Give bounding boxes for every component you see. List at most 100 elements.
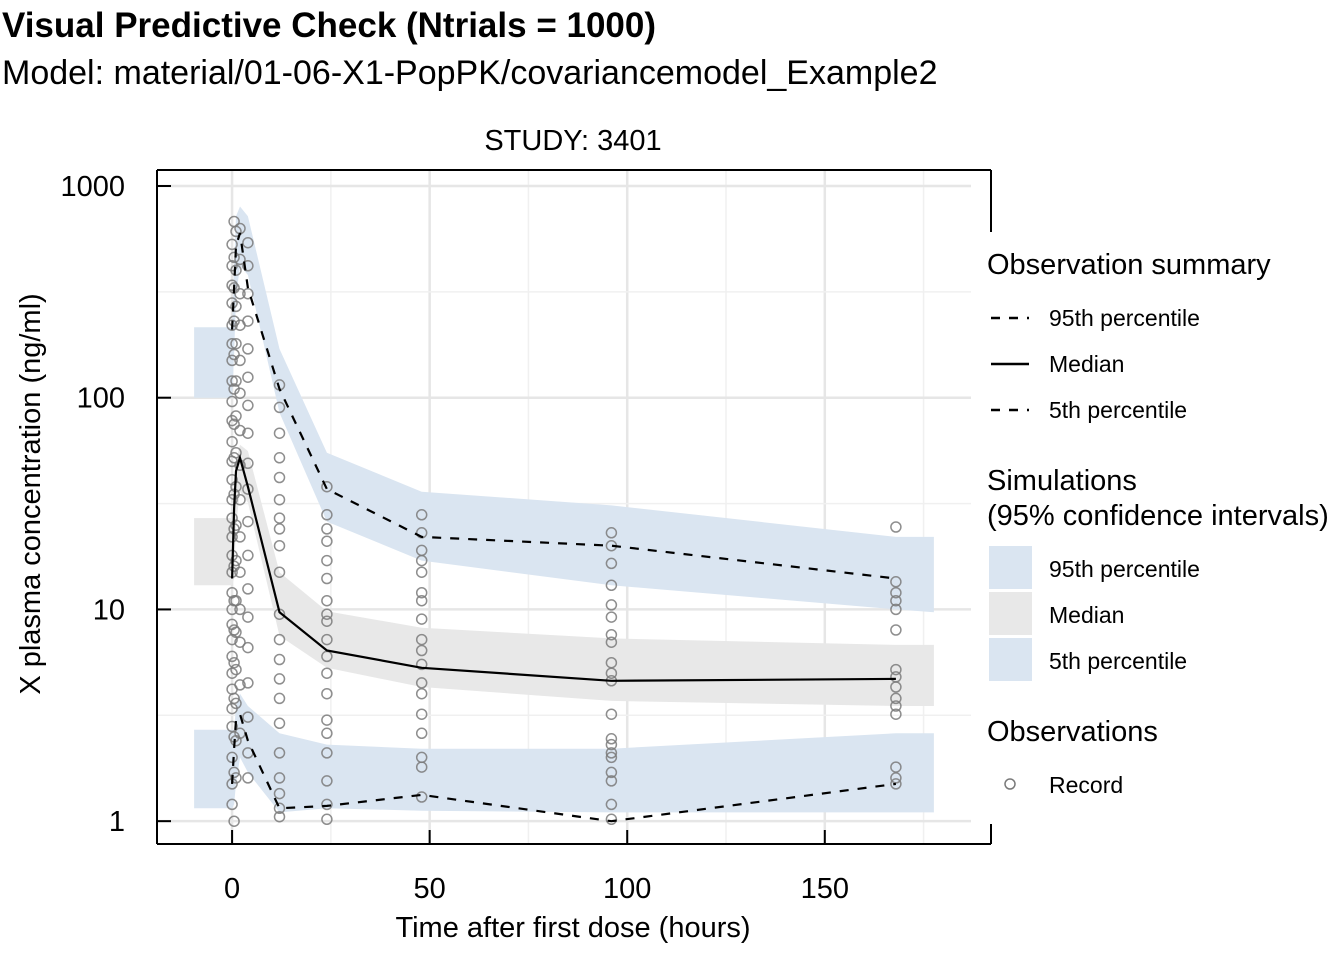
- observation-point: [242, 343, 254, 355]
- observation-point: [226, 238, 238, 251]
- observation-point: [321, 608, 333, 620]
- observation-point: [234, 603, 246, 616]
- x-tick-label: 0: [224, 873, 240, 905]
- observation-point: [273, 673, 286, 685]
- observation-point: [228, 348, 240, 361]
- observation-point: [242, 260, 254, 272]
- observation-point: [230, 772, 242, 784]
- observation-point: [228, 560, 240, 572]
- observation-point: [890, 603, 902, 616]
- observation-point: [415, 633, 428, 646]
- legend-label-obs-p95: 95th percentile: [1049, 305, 1200, 331]
- observation-point: [273, 471, 286, 484]
- observation-point: [230, 264, 242, 276]
- observation-point: [234, 531, 246, 543]
- observation-point: [230, 519, 242, 531]
- observation-point: [234, 636, 246, 648]
- observation-point: [605, 738, 618, 751]
- observation-point: [273, 810, 286, 823]
- observation-point: [890, 761, 902, 773]
- observation-point: [242, 236, 254, 249]
- observation-point: [273, 747, 286, 759]
- observation-point: [273, 692, 286, 705]
- observation-point: [273, 523, 286, 535]
- observation-point: [273, 539, 286, 552]
- observation-point: [415, 613, 428, 625]
- observation-point: [242, 641, 254, 654]
- legend-label-sim-p5: 5th percentile: [1049, 648, 1187, 674]
- observation-point: [605, 527, 618, 539]
- legend-sim-title-line2: (95% confidence intervals): [987, 500, 1329, 532]
- observation-point: [230, 337, 242, 350]
- observation-point: [242, 611, 254, 623]
- observation-point: [605, 798, 618, 811]
- observation-point: [415, 708, 428, 720]
- legend-label-obs-p5: 5th percentile: [1049, 397, 1187, 423]
- x-tick-label: 150: [801, 873, 849, 905]
- observation-point: [226, 720, 238, 733]
- observation-point: [226, 337, 238, 350]
- observation-point: [890, 576, 902, 588]
- observation-point: [321, 572, 333, 585]
- observation-point: [234, 354, 246, 367]
- observation-point: [242, 772, 254, 784]
- observation-point: [230, 663, 242, 676]
- observation-point: [234, 679, 246, 691]
- observation-point: [321, 775, 333, 787]
- observation-point: [273, 566, 286, 578]
- legend-swatch-record: [1004, 778, 1016, 790]
- observation-point: [890, 624, 902, 636]
- observation-point: [226, 395, 238, 408]
- observation-point: [321, 633, 333, 646]
- y-tick-label: 1000: [60, 171, 125, 203]
- observation-point: [415, 751, 428, 764]
- observation-point: [226, 751, 238, 764]
- x-axis-title: Time after first dose (hours): [395, 912, 750, 944]
- observation-point: [321, 480, 333, 493]
- observation-point: [415, 727, 428, 740]
- observation-point: [890, 521, 902, 533]
- observation-point: [890, 700, 902, 712]
- observation-point: [242, 399, 254, 412]
- observation-point: [415, 644, 428, 657]
- observation-point: [605, 656, 618, 669]
- observation-point: [321, 687, 333, 700]
- observation-point: [273, 802, 286, 815]
- observation-point: [230, 375, 242, 387]
- observation-point: [230, 410, 242, 422]
- observation-point: [605, 611, 618, 623]
- observation-point: [242, 427, 254, 439]
- observation-point: [321, 747, 333, 759]
- legend-obs-summary-title: Observation summary: [987, 249, 1271, 281]
- observation-point: [242, 677, 254, 689]
- observation-point: [226, 279, 238, 291]
- observation-point: [228, 315, 240, 327]
- observation-point: [890, 586, 902, 599]
- legend-label-sim-median: Median: [1049, 602, 1124, 628]
- observation-point: [890, 772, 902, 784]
- observation-point: [321, 535, 333, 547]
- y-tick-label: 10: [93, 594, 125, 626]
- observation-point: [890, 778, 902, 790]
- observation-point: [226, 375, 238, 387]
- observation-point: [415, 509, 428, 521]
- legend-swatch-sim-p95: [989, 546, 1032, 589]
- observation-point: [605, 636, 618, 648]
- axes: 1 10 100 1000 0 50 100 150: [60, 169, 992, 905]
- observation-point: [321, 615, 333, 627]
- observation-point: [890, 671, 902, 683]
- observation-point: [415, 544, 428, 557]
- observation-point: [273, 787, 286, 800]
- observation-point: [242, 711, 254, 723]
- observation-point: [321, 813, 333, 826]
- observation-point: [605, 708, 618, 720]
- legend: Observation summary 95th percentile Medi…: [987, 249, 1329, 798]
- observation-point: [228, 656, 240, 669]
- observation-point: [226, 435, 238, 448]
- band-p5: [194, 693, 934, 813]
- observation-point: [226, 798, 238, 811]
- observation-point: [890, 708, 902, 720]
- observation-point: [242, 287, 254, 300]
- observation-point: [605, 813, 618, 826]
